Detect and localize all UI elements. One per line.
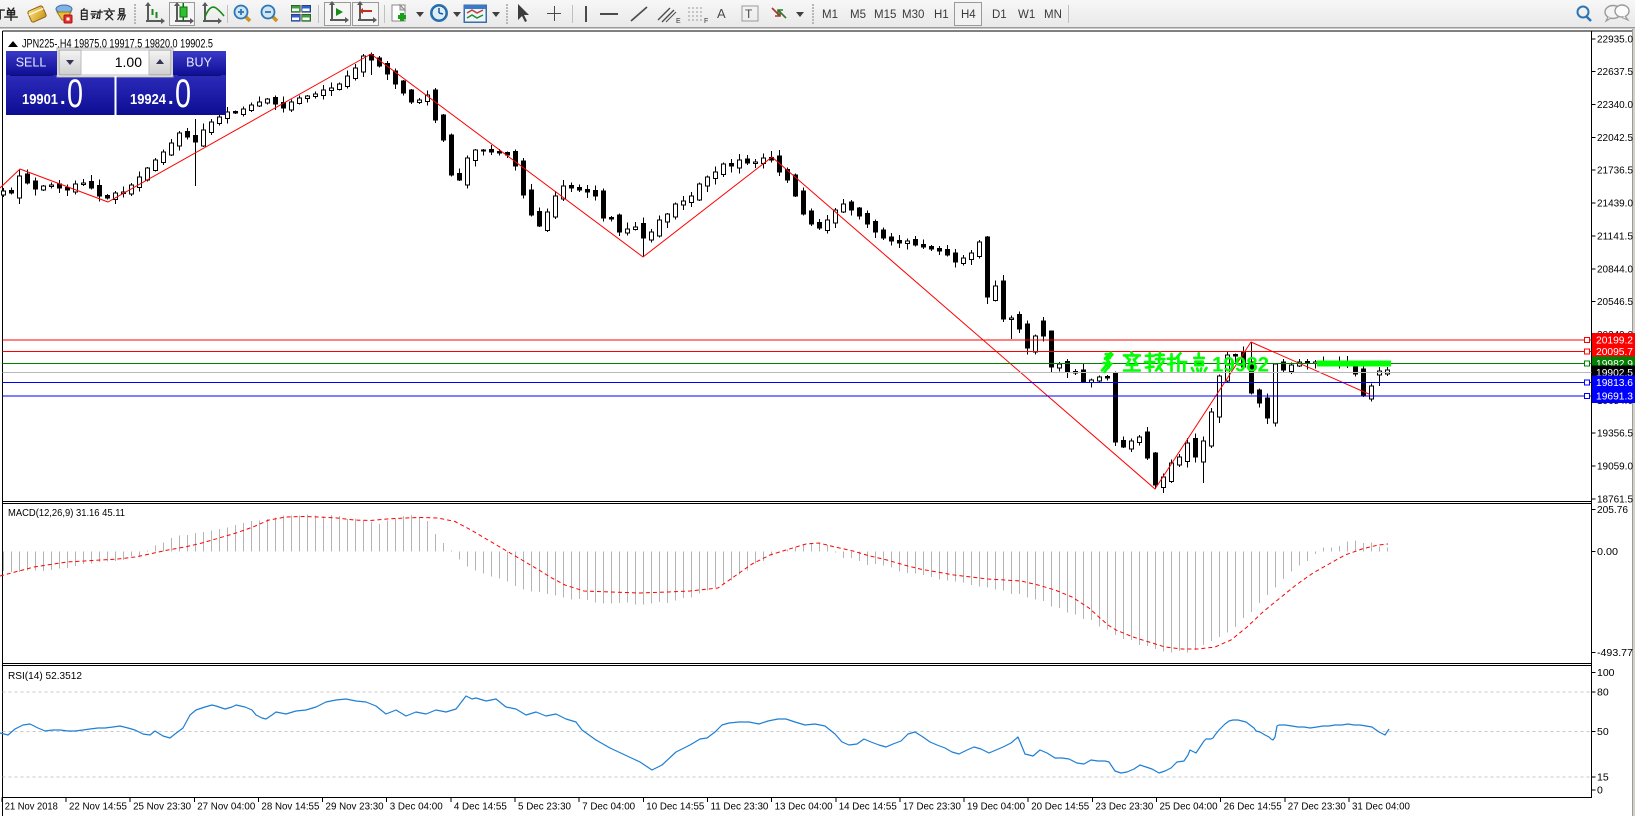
svg-text:25 Dec 04:00: 25 Dec 04:00 <box>1160 802 1218 813</box>
svg-text:23 Dec 23:30: 23 Dec 23:30 <box>1095 802 1153 813</box>
svg-text:22637.5: 22637.5 <box>1597 66 1633 78</box>
svg-text:20844.0: 20844.0 <box>1597 263 1633 275</box>
svg-text:.: . <box>168 87 174 109</box>
svg-text:T: T <box>745 7 753 21</box>
svg-text:13 Dec 04:00: 13 Dec 04:00 <box>775 802 833 813</box>
svg-text:BUY: BUY <box>186 56 212 70</box>
svg-text:11 Dec 23:30: 11 Dec 23:30 <box>710 802 768 813</box>
svg-text:0: 0 <box>1597 785 1603 797</box>
svg-text:M15: M15 <box>874 9 896 21</box>
svg-text:7 Dec 04:00: 7 Dec 04:00 <box>582 802 635 813</box>
svg-text:29 Nov 23:30: 29 Nov 23:30 <box>326 802 384 813</box>
svg-text:27 Nov 04:00: 27 Nov 04:00 <box>197 802 255 813</box>
svg-text:4 Dec 14:55: 4 Dec 14:55 <box>454 802 507 813</box>
svg-text:22042.5: 22042.5 <box>1597 132 1633 144</box>
svg-text:0: 0 <box>175 72 191 116</box>
svg-text:17 Dec 23:30: 17 Dec 23:30 <box>903 802 961 813</box>
svg-text:19924: 19924 <box>130 92 166 108</box>
svg-text:RSI(14) 52.3512: RSI(14) 52.3512 <box>8 670 82 682</box>
svg-text:20199.2: 20199.2 <box>1596 335 1633 347</box>
svg-text:19813.6: 19813.6 <box>1596 377 1633 389</box>
svg-text:3 Dec 04:00: 3 Dec 04:00 <box>390 802 443 813</box>
svg-text:D1: D1 <box>992 9 1007 21</box>
svg-text:M1: M1 <box>822 9 838 21</box>
svg-text:A: A <box>717 6 726 21</box>
svg-text:H4: H4 <box>961 9 976 21</box>
svg-text:SELL: SELL <box>16 56 47 70</box>
svg-text:15: 15 <box>1597 772 1609 784</box>
svg-text:19059.0: 19059.0 <box>1597 460 1633 472</box>
svg-text:22340.0: 22340.0 <box>1597 99 1633 111</box>
svg-text:-493.77: -493.77 <box>1597 647 1633 659</box>
svg-text:JPN225-,H4 19875.0 19917.5 19: JPN225-,H4 19875.0 19917.5 19820.0 19902… <box>22 37 213 51</box>
svg-text:F: F <box>704 18 708 25</box>
svg-text:14 Dec 14:55: 14 Dec 14:55 <box>839 802 897 813</box>
svg-text:31 Dec 04:00: 31 Dec 04:00 <box>1352 802 1410 813</box>
svg-text:20546.5: 20546.5 <box>1597 296 1633 308</box>
svg-text:19691.3: 19691.3 <box>1596 391 1633 403</box>
svg-text:W1: W1 <box>1018 9 1035 21</box>
svg-text:22935.0: 22935.0 <box>1597 33 1633 45</box>
svg-text:10 Dec 14:55: 10 Dec 14:55 <box>646 802 704 813</box>
svg-text:19982: 19982 <box>1212 353 1269 377</box>
svg-text:0: 0 <box>67 72 83 116</box>
svg-text:25 Nov 23:30: 25 Nov 23:30 <box>133 802 191 813</box>
svg-text:20095.7: 20095.7 <box>1596 346 1633 358</box>
svg-text:21439.0: 21439.0 <box>1597 198 1633 210</box>
svg-text:100: 100 <box>1597 667 1615 679</box>
svg-text:MACD(12,26,9) 31.16 45.11: MACD(12,26,9) 31.16 45.11 <box>8 507 125 519</box>
svg-text:27 Dec 23:30: 27 Dec 23:30 <box>1288 802 1346 813</box>
svg-text:20 Dec 14:55: 20 Dec 14:55 <box>1031 802 1089 813</box>
svg-text:H1: H1 <box>934 9 949 21</box>
svg-text:19 Dec 04:00: 19 Dec 04:00 <box>967 802 1025 813</box>
svg-text:22 Nov 14:55: 22 Nov 14:55 <box>69 802 127 813</box>
svg-text:26 Dec 14:55: 26 Dec 14:55 <box>1224 802 1282 813</box>
svg-text:50: 50 <box>1597 726 1609 738</box>
svg-text:21736.5: 21736.5 <box>1597 165 1633 177</box>
svg-text:21141.5: 21141.5 <box>1597 230 1633 242</box>
svg-text:19901: 19901 <box>22 92 58 108</box>
svg-text:5 Dec 23:30: 5 Dec 23:30 <box>518 802 571 813</box>
svg-text:M5: M5 <box>850 9 866 21</box>
svg-text:18761.5: 18761.5 <box>1597 493 1633 505</box>
svg-text:28 Nov 14:55: 28 Nov 14:55 <box>261 802 319 813</box>
svg-text:19356.5: 19356.5 <box>1597 428 1633 440</box>
svg-text:M30: M30 <box>902 9 924 21</box>
svg-text:21 Nov 2018: 21 Nov 2018 <box>5 802 58 813</box>
svg-text:205.76: 205.76 <box>1597 504 1628 516</box>
svg-text:80: 80 <box>1597 687 1609 699</box>
svg-text:MN: MN <box>1044 9 1062 21</box>
svg-text:1.00: 1.00 <box>115 54 142 70</box>
svg-text:.: . <box>60 87 66 109</box>
svg-text:0.00: 0.00 <box>1597 546 1618 558</box>
svg-text:E: E <box>676 18 681 25</box>
